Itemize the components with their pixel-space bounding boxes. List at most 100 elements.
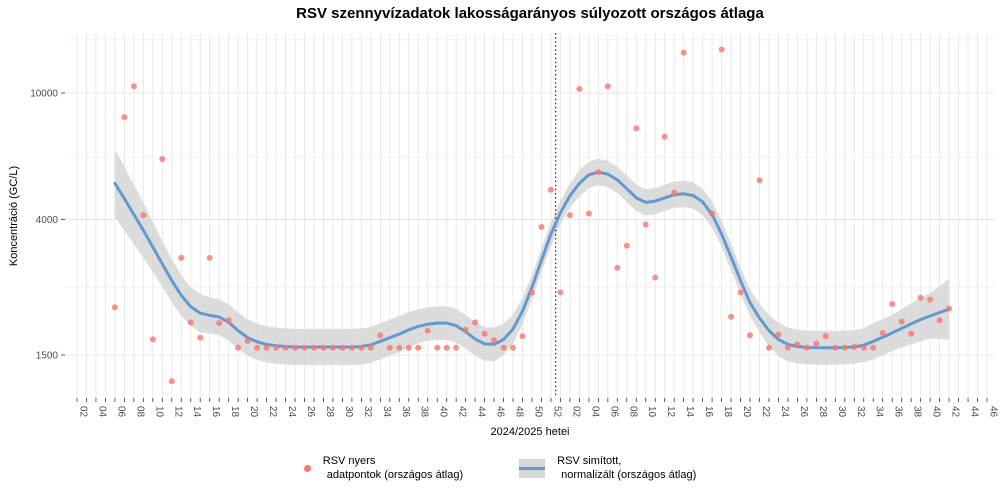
x-tick-label: 28 (817, 406, 828, 418)
x-tick-label: 24 (779, 406, 790, 418)
data-point (680, 49, 687, 56)
x-tick-label: 20 (248, 406, 259, 418)
data-point (642, 221, 649, 228)
data-point (595, 169, 602, 176)
data-point (329, 344, 336, 351)
x-tick-label: 32 (362, 406, 373, 418)
data-point (225, 317, 232, 324)
x-tick-label: 40 (438, 406, 449, 418)
legend-label-smoothed-line: RSV simított, normalizált (országos átla… (557, 454, 696, 482)
legend: RSV nyers adatpontok (országos átlag) RS… (0, 454, 1000, 482)
data-point (908, 330, 915, 337)
x-tick-label: 30 (343, 406, 354, 418)
y-tick-label: 10000 (30, 89, 58, 100)
data-point (491, 337, 498, 344)
data-point (244, 338, 251, 344)
y-tick-label: 4000 (36, 215, 59, 226)
data-point (519, 333, 526, 340)
data-point (339, 344, 346, 351)
x-tick-label: 24 (286, 406, 297, 418)
scatter-point-key-icon (303, 464, 311, 472)
data-point (263, 344, 270, 351)
data-point (614, 264, 621, 271)
x-tick-label: 48 (514, 406, 525, 418)
data-point (529, 289, 535, 296)
data-point (320, 344, 327, 351)
data-point (747, 332, 753, 339)
data-point (737, 289, 744, 296)
data-point (879, 329, 886, 336)
x-tick-label: 10 (153, 406, 164, 418)
x-tick-label: 06 (608, 406, 619, 418)
x-tick-label: 22 (267, 406, 278, 418)
data-point (130, 83, 137, 90)
data-point (453, 344, 460, 351)
data-point (159, 156, 166, 162)
data-point (216, 320, 223, 327)
data-point (510, 344, 516, 351)
data-point (822, 333, 829, 340)
legend-item-smoothed-line: RSV simított, normalizált (országos átla… (519, 454, 696, 482)
legend-raw-line1: RSV nyers (322, 455, 376, 467)
data-point (576, 85, 583, 92)
data-point (585, 210, 592, 217)
data-point (889, 301, 896, 307)
data-point (472, 319, 479, 326)
data-point (254, 344, 261, 351)
x-tick-label: 38 (419, 406, 430, 418)
x-tick-label: 02 (78, 406, 89, 418)
data-point (197, 334, 204, 341)
data-point (756, 177, 763, 184)
data-point (566, 212, 573, 219)
x-axis-title: 2024/2025 hetei (490, 426, 570, 438)
chart-title: RSV szennyvízadatok lakosságarányos súly… (296, 5, 764, 22)
x-tick-label: 08 (134, 406, 145, 418)
data-point (604, 83, 611, 90)
data-point (927, 296, 934, 303)
data-point (434, 344, 441, 351)
data-point (500, 344, 507, 351)
x-tick-label: 28 (324, 406, 335, 418)
data-point (547, 186, 554, 193)
data-point (386, 344, 393, 351)
plot-area: 10000 4000 1500 02 04 06 08 10 12 14 16 18 20 22 24 26 2… (30, 33, 998, 418)
data-point (443, 344, 450, 351)
x-tick-label: 06 (115, 406, 126, 418)
legend-smoothed-line2: normalizált (országos átlag) (561, 469, 697, 481)
data-point (377, 332, 384, 339)
data-point (301, 344, 308, 351)
x-tick-label: 44 (969, 406, 980, 418)
x-tick-label: 26 (798, 406, 809, 418)
x-tick-label: 10 (646, 406, 657, 418)
data-point (832, 344, 839, 351)
x-tick-label: 12 (172, 406, 183, 418)
x-tick-label: 18 (722, 406, 733, 418)
x-tick-label: 44 (476, 406, 487, 418)
x-tick-label: 42 (457, 406, 468, 418)
data-point (348, 344, 355, 351)
x-tick-label: 30 (836, 406, 847, 418)
data-point (661, 133, 668, 140)
legend-raw-line2: adatpontok (országos átlag) (326, 469, 464, 481)
scatter-points (111, 46, 953, 385)
data-point (149, 336, 156, 343)
data-point (424, 327, 431, 334)
data-point (709, 210, 716, 217)
x-tick-label: 40 (931, 406, 942, 418)
data-point (766, 344, 772, 351)
data-point (367, 344, 374, 351)
smoothed-line-key-icon (519, 466, 546, 470)
x-tick-label: 16 (703, 406, 714, 418)
data-point (292, 344, 298, 351)
x-tick-label: 34 (381, 406, 392, 418)
data-point (140, 212, 147, 219)
data-point (813, 340, 820, 347)
data-point (557, 289, 564, 296)
data-point (623, 242, 630, 249)
data-point (803, 344, 810, 351)
y-tick-label: 1500 (36, 351, 59, 362)
data-point (168, 378, 175, 385)
x-tick-label: 16 (210, 406, 221, 418)
data-point (415, 344, 422, 351)
data-point (794, 341, 801, 348)
